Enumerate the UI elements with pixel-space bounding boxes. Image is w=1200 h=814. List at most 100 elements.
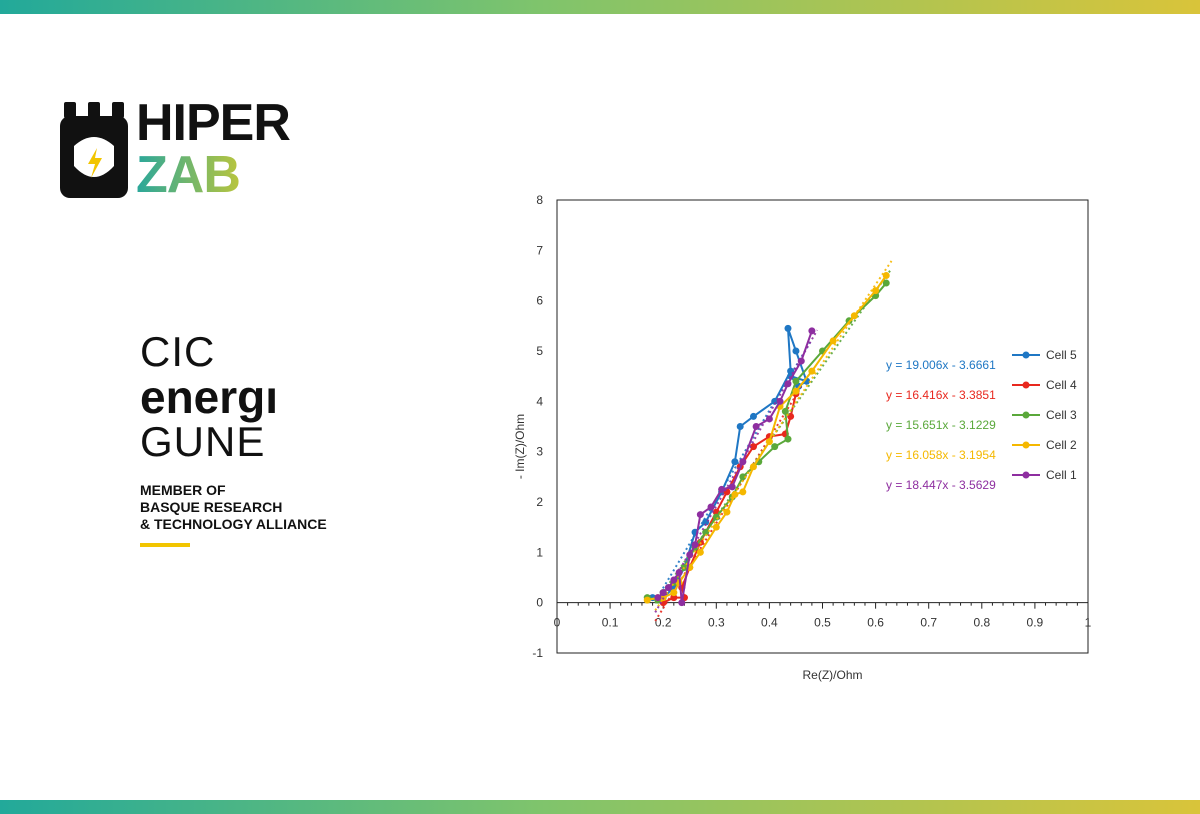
cell-5-point — [736, 423, 744, 430]
cell-1-point — [718, 485, 726, 493]
cell-2-point — [731, 490, 739, 498]
x-tick-label: 0.7 — [920, 616, 937, 630]
cell-3-point — [882, 279, 890, 287]
x-tick-label: 0.5 — [814, 616, 831, 630]
cell-2-point — [643, 596, 651, 604]
cell-1-point — [696, 511, 704, 519]
plug-icon — [60, 102, 128, 198]
cell-3-equation: y = 15.651x - 3.1229 — [886, 418, 996, 432]
cell-3-point — [739, 473, 747, 481]
cell-2-point — [829, 337, 837, 345]
cell-3-legend-label: Cell 3 — [1046, 408, 1077, 422]
member-line-3: & TECHNOLOGY ALLIANCE — [140, 516, 327, 532]
cell-1-point — [691, 541, 699, 549]
x-tick-label: 0.3 — [708, 616, 725, 630]
x-tick-label: 0.1 — [602, 616, 619, 630]
cell-1-point — [678, 599, 686, 607]
y-tick-label: 1 — [536, 545, 543, 559]
cell-3-point — [784, 435, 792, 443]
cell-5-legend-marker — [1022, 351, 1030, 359]
energi-text: energı — [140, 371, 279, 423]
y-tick-label: 0 — [536, 596, 543, 610]
cell-1-trendline — [654, 329, 819, 613]
cell-4-legend-marker — [1022, 381, 1030, 389]
cic-text: CIC — [140, 328, 216, 375]
cell-2-point — [872, 287, 880, 295]
x-tick-label: 0 — [554, 616, 561, 630]
cell-5-equation: y = 19.006x - 3.6661 — [886, 358, 996, 372]
cell-1-point — [752, 423, 760, 430]
cell-2-point — [850, 312, 858, 320]
y-tick-label: 4 — [536, 394, 543, 408]
cell-1-point — [739, 458, 747, 466]
cell-1-point — [675, 568, 683, 576]
cell-1-point — [784, 380, 792, 388]
cell-5-point — [784, 324, 792, 332]
cell-2-point — [749, 463, 757, 471]
gune-text: GUNE — [140, 418, 266, 465]
x-axis-title: Re(Z)/Ohm — [803, 668, 863, 682]
cell-3-point — [702, 528, 710, 536]
cell-3-trendline — [654, 268, 893, 604]
cell-2-point — [670, 589, 678, 597]
cell-2-point — [712, 523, 720, 531]
cell-4-equation: y = 16.416x - 3.3851 — [886, 388, 996, 402]
cell-2-point — [792, 387, 800, 395]
cell-1-point — [670, 576, 678, 584]
top-gradient-band — [0, 0, 1200, 14]
cell-5-trendline — [654, 338, 813, 602]
cell-5-point — [749, 412, 757, 420]
cell-2-point — [739, 488, 747, 496]
x-tick-label: 0.4 — [761, 616, 778, 630]
y-axis-title: - Im(Z)/Ohm — [513, 414, 527, 479]
cell-3-point — [712, 513, 720, 521]
cell-1-point — [665, 584, 673, 592]
cell-1-legend-marker — [1022, 471, 1030, 479]
cell-1-point — [797, 357, 805, 365]
cell-4-point — [749, 443, 757, 451]
y-tick-label: 6 — [536, 294, 543, 308]
cell-2-equation: y = 16.058x - 3.1954 — [886, 448, 996, 462]
nyquist-chart: 0 0.1 0.2 0.3 0.4 0.5 0.6 0.7 0.8 0.9 1 -1 0 1 2 3 4 5 6 7 8… — [513, 193, 1092, 682]
x-tick-label: 0.8 — [973, 616, 990, 630]
cell-1-equation: y = 18.447x - 3.5629 — [886, 478, 996, 492]
y-tick-label: 7 — [536, 243, 543, 257]
cic-energigune-logo: CIC energı GUNE MEMBER OF BASQUE RESEARC… — [140, 330, 400, 547]
cell-2-legend-label: Cell 2 — [1046, 438, 1077, 452]
cell-1-point — [765, 415, 773, 423]
cell-1-point — [776, 397, 784, 405]
x-tick-label: 1 — [1085, 616, 1092, 630]
y-tick-label: 2 — [536, 495, 543, 509]
cell-1-legend-label: Cell 1 — [1046, 468, 1077, 482]
member-line-1: MEMBER OF — [140, 482, 226, 498]
plot-area-frame — [556, 199, 1089, 654]
cell-4-point — [670, 594, 678, 602]
y-tick-label: 8 — [536, 193, 543, 207]
cell-2-point — [696, 548, 704, 556]
cell-5-line — [652, 328, 809, 599]
member-line-2: BASQUE RESEARCH — [140, 499, 283, 515]
bottom-gradient-band — [0, 800, 1200, 814]
cell-2-legend-marker — [1022, 441, 1030, 449]
cell-2-point — [808, 367, 816, 375]
cell-5-point — [731, 458, 739, 466]
cell-1-point — [686, 551, 694, 559]
cell-2-point — [765, 438, 773, 446]
cic-accent-bar — [140, 543, 190, 547]
y-tick-label: 5 — [536, 344, 543, 358]
zab-wordmark: ZAB — [136, 146, 241, 204]
y-tick-label: -1 — [532, 646, 543, 660]
hiper-wordmark: HIPER — [136, 94, 291, 152]
cell-1-point — [728, 483, 736, 491]
cell-2-point — [723, 508, 731, 516]
cell-5-point — [792, 347, 800, 355]
cell-3-point — [781, 407, 789, 415]
cell-1-point — [808, 327, 816, 335]
cell-1-point — [707, 503, 715, 511]
cell-3-point — [792, 377, 800, 385]
x-tick-label: 0.9 — [1027, 616, 1044, 630]
hiperzab-logo: HIPER ZAB — [60, 97, 291, 204]
cell-2-point — [882, 272, 890, 279]
cell-1-point — [659, 589, 667, 597]
cell-4-legend-label: Cell 4 — [1046, 378, 1077, 392]
